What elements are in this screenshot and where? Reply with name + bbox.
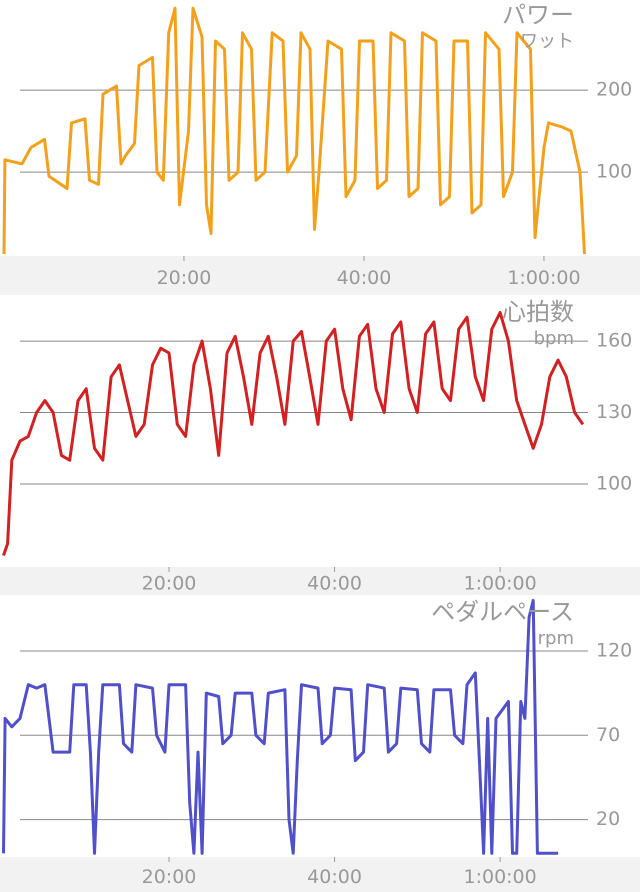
x-axis-band [0, 857, 640, 892]
data-line [2, 6, 586, 255]
x-tick-label: 1:00:00 [463, 866, 536, 888]
x-tick-label: 20:00 [157, 267, 212, 289]
y-tick-label: 200 [596, 79, 632, 101]
x-axis-band [0, 567, 640, 595]
x-tick-label: 20:00 [142, 866, 197, 888]
x-tick-label: 40:00 [337, 267, 392, 289]
unit-label: bpm [534, 328, 574, 349]
chart-title: ペダルペース [431, 598, 574, 626]
x-tick-label: 40:00 [307, 866, 362, 888]
data-line [2, 598, 559, 855]
chart-title: パワー [502, 1, 574, 29]
x-tick-label: 20:00 [142, 573, 197, 595]
data-line [2, 311, 585, 556]
y-tick-label: 20 [596, 808, 620, 830]
unit-label: ワット [520, 31, 574, 52]
y-tick-label: 130 [596, 401, 632, 423]
y-tick-label: 100 [596, 473, 632, 495]
y-tick-label: 100 [596, 161, 632, 183]
x-axis-band [0, 256, 640, 295]
y-tick-label: 70 [596, 724, 620, 746]
y-tick-label: 160 [596, 330, 632, 352]
x-tick-label: 40:00 [307, 573, 362, 595]
x-tick-label: 1:00:00 [463, 573, 536, 595]
y-tick-label: 120 [596, 639, 632, 661]
chart-title: 心拍数 [502, 298, 574, 326]
x-tick-label: 1:00:00 [507, 267, 580, 289]
unit-label: rpm [538, 628, 574, 649]
